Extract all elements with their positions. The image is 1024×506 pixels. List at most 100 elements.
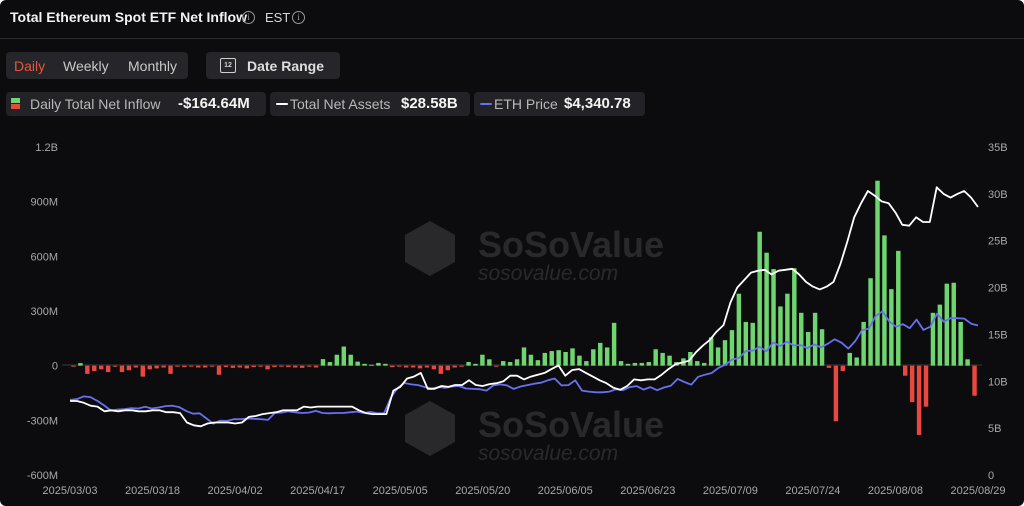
inflow-bar[interactable] xyxy=(299,365,305,368)
inflow-bar[interactable] xyxy=(923,365,929,407)
inflow-bar[interactable] xyxy=(695,361,700,366)
inflow-bar[interactable] xyxy=(362,363,367,366)
inflow-bar[interactable] xyxy=(306,365,312,367)
inflow-bar[interactable] xyxy=(715,347,721,366)
inflow-bar[interactable] xyxy=(126,365,132,371)
inflow-bar[interactable] xyxy=(459,365,464,367)
inflow-bar[interactable] xyxy=(410,365,416,368)
inflow-bar[interactable] xyxy=(223,365,229,368)
inflow-bar[interactable] xyxy=(805,331,811,366)
inflow-bar[interactable] xyxy=(355,361,360,366)
inflow-bar[interactable] xyxy=(757,231,762,366)
inflow-bar[interactable] xyxy=(750,322,755,366)
inflow-bar[interactable] xyxy=(161,365,166,368)
inflow-bar[interactable] xyxy=(868,278,873,366)
inflow-bar[interactable] xyxy=(799,312,804,366)
inflow-bar[interactable] xyxy=(327,362,333,366)
inflow-bar[interactable] xyxy=(854,357,859,366)
timezone-info-icon[interactable]: i xyxy=(292,11,305,24)
inflow-bar[interactable] xyxy=(660,352,665,366)
inflow-bar[interactable] xyxy=(542,352,548,366)
inflow-bar[interactable] xyxy=(778,306,783,366)
inflow-bar[interactable] xyxy=(445,365,450,371)
inflow-bar[interactable] xyxy=(105,365,111,373)
inflow-bar[interactable] xyxy=(743,321,749,366)
inflow-bar[interactable] xyxy=(903,365,908,376)
inflow-bar[interactable] xyxy=(861,321,866,366)
inflow-bar[interactable] xyxy=(584,361,589,366)
inflow-bar[interactable] xyxy=(722,340,728,366)
inflow-bar[interactable] xyxy=(909,365,915,403)
eth-price-line[interactable] xyxy=(69,310,979,425)
inflow-bar[interactable] xyxy=(611,322,617,366)
total-net-assets-line[interactable] xyxy=(70,186,979,428)
inflow-bar[interactable] xyxy=(383,363,388,366)
inflow-bar[interactable] xyxy=(521,347,527,366)
inflow-bar[interactable] xyxy=(598,342,603,366)
inflow-bar[interactable] xyxy=(320,359,326,366)
inflow-bar[interactable] xyxy=(972,365,977,396)
inflow-bar[interactable] xyxy=(71,365,76,367)
inflow-bar[interactable] xyxy=(209,365,215,367)
inflow-bar[interactable] xyxy=(792,268,797,366)
inflow-bar[interactable] xyxy=(341,346,347,366)
tab-weekly[interactable]: Weekly xyxy=(63,58,109,74)
inflow-bar[interactable] xyxy=(438,365,444,374)
inflow-bar[interactable] xyxy=(653,349,658,366)
inflow-bar[interactable] xyxy=(202,365,208,368)
inflow-bar[interactable] xyxy=(896,250,901,366)
inflow-bar[interactable] xyxy=(591,349,596,366)
inflow-bar[interactable] xyxy=(840,365,846,372)
inflow-bar[interactable] xyxy=(133,365,139,368)
inflow-bar[interactable] xyxy=(147,365,152,370)
inflow-bar[interactable] xyxy=(708,337,714,366)
inflow-bar[interactable] xyxy=(112,365,118,367)
title-info-icon[interactable]: i xyxy=(242,11,255,24)
inflow-bar[interactable] xyxy=(500,361,506,366)
inflow-bar[interactable] xyxy=(376,362,381,366)
inflow-bar[interactable] xyxy=(826,365,832,368)
inflow-bar[interactable] xyxy=(556,350,561,366)
inflow-bar[interactable] xyxy=(334,354,340,366)
inflow-bar[interactable] xyxy=(847,352,852,366)
inflow-bar[interactable] xyxy=(764,252,769,366)
inflow-bar[interactable] xyxy=(618,361,624,366)
inflow-bar[interactable] xyxy=(944,283,950,366)
inflow-bar[interactable] xyxy=(487,359,492,366)
inflow-bar[interactable] xyxy=(119,365,125,373)
inflow-bar[interactable] xyxy=(549,351,554,366)
inflow-bar[interactable] xyxy=(175,365,180,367)
inflow-bar[interactable] xyxy=(514,359,520,366)
inflow-bar[interactable] xyxy=(265,365,270,370)
inflow-bar[interactable] xyxy=(397,365,402,367)
inflow-bar[interactable] xyxy=(563,352,568,366)
inflow-bar[interactable] xyxy=(313,365,319,368)
inflow-bar[interactable] xyxy=(965,359,970,366)
inflow-bar[interactable] xyxy=(667,355,672,366)
inflow-bar[interactable] xyxy=(92,365,97,372)
inflow-bar[interactable] xyxy=(244,365,249,369)
inflow-bar[interactable] xyxy=(604,347,610,366)
inflow-bar[interactable] xyxy=(196,365,201,368)
inflow-bar[interactable] xyxy=(771,269,776,366)
inflow-bar[interactable] xyxy=(98,365,104,370)
inflow-bar[interactable] xyxy=(875,180,880,366)
inflow-bar[interactable] xyxy=(390,365,395,368)
inflow-bar[interactable] xyxy=(473,363,478,366)
inflow-bar[interactable] xyxy=(632,362,638,366)
inflow-bar[interactable] xyxy=(494,365,499,367)
inflow-bar[interactable] xyxy=(702,362,707,366)
inflow-bar[interactable] xyxy=(639,362,645,366)
inflow-bar[interactable] xyxy=(140,365,145,377)
inflow-bar[interactable] xyxy=(369,364,374,366)
inflow-bar[interactable] xyxy=(528,354,534,366)
inflow-bar[interactable] xyxy=(258,365,263,367)
inflow-bar[interactable] xyxy=(937,304,943,366)
inflow-bar[interactable] xyxy=(154,365,159,369)
inflow-bar[interactable] xyxy=(85,365,90,374)
inflow-bar[interactable] xyxy=(424,365,430,368)
inflow-bar[interactable] xyxy=(951,282,956,366)
inflow-bar[interactable] xyxy=(646,362,651,366)
inflow-bar[interactable] xyxy=(930,312,936,366)
inflow-bar[interactable] xyxy=(78,363,83,366)
